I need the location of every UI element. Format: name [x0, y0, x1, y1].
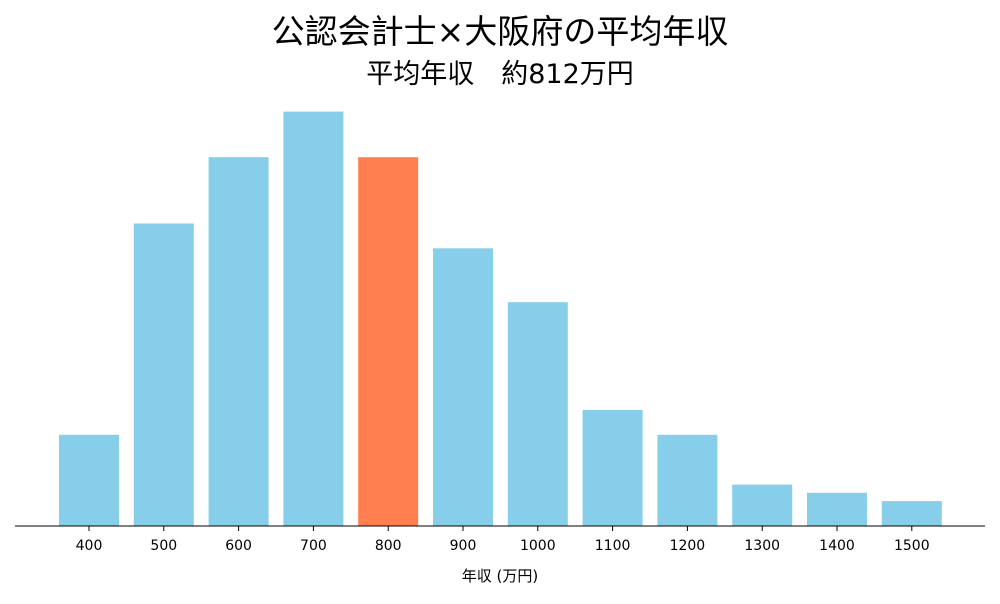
- x-tick-label-1400: 1400: [819, 538, 855, 554]
- bar-900: [433, 248, 493, 527]
- x-tick-label-1500: 1500: [894, 538, 930, 554]
- bar-1300: [732, 484, 793, 526]
- x-tick-label-1200: 1200: [670, 538, 706, 554]
- x-tick-label-1300: 1300: [744, 538, 780, 554]
- bars-group: [59, 111, 942, 527]
- bar-600: [208, 157, 269, 526]
- x-axis-label: 年収 (万円): [462, 567, 538, 585]
- bar-400: [59, 434, 119, 526]
- x-tick-label-700: 700: [300, 538, 327, 554]
- chart-subtitle: 平均年収 約812万円: [366, 59, 634, 90]
- chart-title: 公認会計士×大阪府の平均年収: [272, 12, 729, 51]
- bar-1200: [657, 434, 718, 526]
- bar-1100: [582, 410, 643, 526]
- bar-1000: [507, 302, 568, 526]
- bar-500: [133, 223, 194, 526]
- bar-1400: [807, 492, 867, 526]
- bar-700: [283, 111, 344, 526]
- x-tick-label-1100: 1100: [595, 538, 631, 554]
- x-tick-label-900: 900: [450, 538, 477, 554]
- x-tick-label-400: 400: [76, 538, 103, 554]
- x-tick-labels: 400 500 600 700 800 900 1000 1100 1200 1300 1400 15…: [76, 526, 930, 554]
- x-tick-label-600: 600: [225, 538, 252, 554]
- x-tick-label-800: 800: [375, 538, 402, 554]
- bar-1500: [881, 501, 942, 526]
- x-tick-label-1000: 1000: [520, 538, 556, 554]
- x-tick-label-500: 500: [150, 538, 177, 554]
- bar-800: [358, 157, 419, 526]
